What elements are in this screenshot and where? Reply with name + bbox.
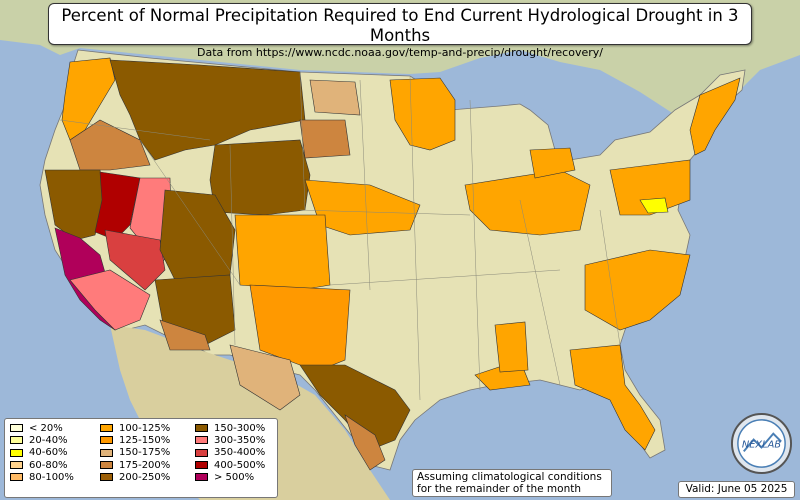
drought-regions xyxy=(44,57,741,471)
legend-label: 20-40% xyxy=(29,434,68,446)
legend-label: 150-300% xyxy=(214,422,266,434)
legend-swatch xyxy=(10,448,23,457)
legend-swatch xyxy=(195,473,208,482)
legend-label: > 500% xyxy=(214,471,255,483)
legend-label: 200-250% xyxy=(119,471,171,483)
legend-swatch xyxy=(100,448,113,457)
map-title: Percent of Normal Precipitation Required… xyxy=(61,6,739,45)
legend-item: > 500% xyxy=(195,471,265,483)
legend-label: 60-80% xyxy=(29,459,68,471)
legend-item: 200-250% xyxy=(100,471,170,483)
legend-item: 125-150% xyxy=(100,434,170,446)
legend-label: 125-150% xyxy=(119,434,171,446)
state-borders xyxy=(59,71,621,401)
note-line-1: Assuming climatological conditions xyxy=(417,471,602,483)
lake-superior xyxy=(445,88,525,108)
legend-label: < 20% xyxy=(29,422,63,434)
legend-column-1: < 20% 20-40% 40-60% 60-80% 80-100% xyxy=(10,422,74,483)
map-subtitle: Data from https://www.ncdc.noaa.gov/temp… xyxy=(197,46,603,59)
legend-swatch xyxy=(195,436,208,445)
legend-item: 350-400% xyxy=(195,447,265,459)
note-line-2: for the remainder of the month xyxy=(417,483,582,495)
legend-item: 20-40% xyxy=(10,434,74,446)
lake-huron xyxy=(535,108,580,155)
legend-swatch xyxy=(10,461,23,470)
legend-item: 300-350% xyxy=(195,434,265,446)
legend-item: 150-175% xyxy=(100,447,170,459)
assumption-note: Assuming climatological conditions for t… xyxy=(412,469,612,497)
legend-column-2: 100-125% 125-150% 150-175% 175-200% 200-… xyxy=(100,422,170,483)
legend-swatch xyxy=(100,473,113,482)
legend-swatch xyxy=(10,436,23,445)
legend-label: 150-175% xyxy=(119,447,171,459)
legend-swatch xyxy=(10,424,23,433)
title-box: Percent of Normal Precipitation Required… xyxy=(48,3,752,59)
legend-item: 100-125% xyxy=(100,422,170,434)
legend-label: 100-125% xyxy=(119,422,171,434)
nexlab-logo-icon: NEXLAB xyxy=(730,412,793,475)
legend-item: 80-100% xyxy=(10,471,74,483)
legend-swatch xyxy=(100,461,113,470)
legend-label: 400-500% xyxy=(214,459,266,471)
legend-swatch xyxy=(195,448,208,457)
legend: < 20% 20-40% 40-60% 60-80% 80-100% 100-1… xyxy=(4,418,278,498)
valid-date: Valid: June 05 2025 xyxy=(678,481,795,498)
legend-column-3: 150-300% 300-350% 350-400% 400-500% > 50… xyxy=(195,422,265,483)
legend-item: 400-500% xyxy=(195,459,265,471)
logo-text: NEXLAB xyxy=(742,439,781,450)
legend-label: 350-400% xyxy=(214,447,266,459)
legend-swatch xyxy=(100,436,113,445)
legend-label: 300-350% xyxy=(214,434,266,446)
legend-item: 60-80% xyxy=(10,459,74,471)
legend-swatch xyxy=(100,424,113,433)
legend-swatch xyxy=(195,424,208,433)
legend-item: < 20% xyxy=(10,422,74,434)
legend-swatch xyxy=(195,461,208,470)
legend-item: 175-200% xyxy=(100,459,170,471)
legend-swatch xyxy=(10,473,23,482)
legend-item: 150-300% xyxy=(195,422,265,434)
legend-label: 175-200% xyxy=(119,459,171,471)
legend-item: 40-60% xyxy=(10,447,74,459)
legend-label: 80-100% xyxy=(29,471,74,483)
legend-label: 40-60% xyxy=(29,447,68,459)
